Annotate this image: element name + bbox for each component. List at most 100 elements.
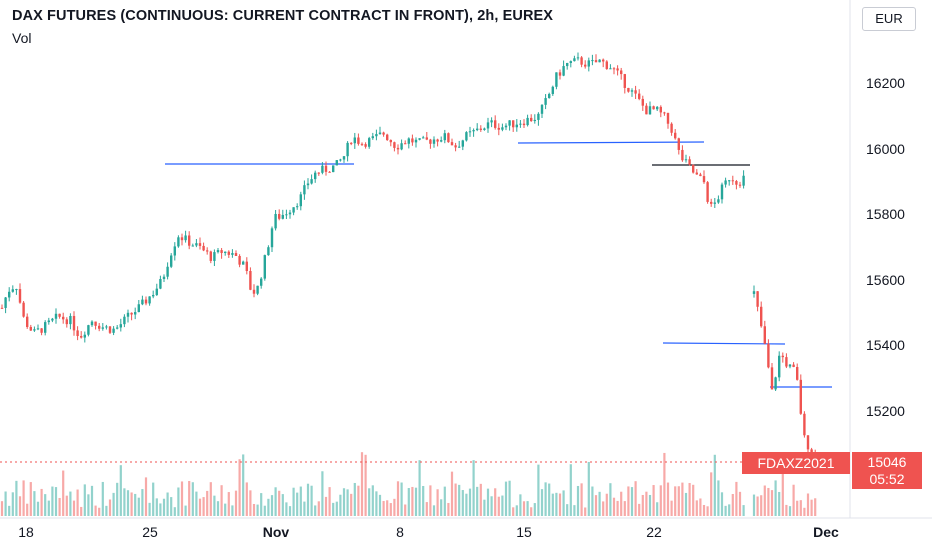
candle-body	[170, 255, 173, 267]
candle-body	[770, 367, 774, 390]
volume-bar	[555, 492, 558, 516]
volume-bar	[112, 492, 115, 516]
volume-bar	[360, 452, 364, 516]
candle-body	[562, 66, 565, 76]
candle-body	[137, 304, 140, 313]
bar-countdown: 05:52	[869, 471, 905, 487]
candle-body	[159, 279, 162, 289]
volume-bar	[29, 482, 32, 516]
candle-body	[695, 172, 698, 175]
candle-body	[76, 330, 79, 337]
candle-body	[26, 316, 29, 327]
volume-bar	[170, 497, 173, 516]
candle-body	[490, 120, 493, 123]
volume-bar	[738, 491, 742, 516]
volume-bar	[278, 490, 281, 516]
candle-body	[188, 235, 191, 246]
candle-body	[346, 142, 349, 157]
volume-bar	[33, 491, 36, 516]
horizontal-drawing-line[interactable]	[517, 141, 705, 144]
volume-bar	[497, 496, 500, 516]
candle-body	[674, 132, 677, 139]
volume-bar	[270, 495, 274, 516]
volume-bar	[422, 485, 425, 516]
candle-body	[15, 289, 18, 291]
volume-bar	[501, 495, 504, 516]
candle-body	[260, 278, 263, 286]
volume-bar	[414, 487, 418, 516]
volume-bar	[724, 505, 727, 516]
volume-bar	[508, 480, 511, 516]
candle-body	[515, 124, 518, 128]
volume-bar	[681, 482, 684, 516]
volume-bar	[558, 493, 562, 516]
volume-bar	[461, 490, 464, 516]
candle-body	[123, 316, 126, 325]
volume-bar	[184, 505, 187, 516]
volume-bar	[216, 501, 220, 516]
candle-body	[357, 137, 360, 144]
volume-bar	[735, 481, 738, 516]
candle-body	[54, 313, 58, 319]
candle-body	[407, 138, 410, 144]
candle-body	[411, 138, 414, 143]
candle-body	[443, 133, 446, 141]
volume-bar	[713, 454, 716, 516]
candle-body	[429, 139, 432, 144]
candle-body	[11, 289, 14, 292]
volume-bar	[806, 493, 810, 516]
candle-body	[792, 364, 795, 368]
candle-body	[526, 117, 529, 126]
candle-body	[328, 171, 331, 173]
candle-body	[742, 175, 745, 186]
candle-body	[540, 104, 544, 114]
volume-bar	[314, 505, 317, 516]
volume-bar	[638, 503, 641, 516]
volume-bar	[494, 488, 497, 516]
candle-body	[677, 138, 680, 150]
candle-body	[605, 61, 608, 69]
candle-body	[98, 325, 101, 329]
volume-bar	[620, 491, 623, 516]
candle-body	[396, 147, 400, 150]
volume-bar	[767, 487, 770, 516]
last-price-label: 15046 05:52	[852, 452, 922, 489]
volume-bar	[378, 494, 382, 516]
volume-bar	[364, 454, 367, 516]
volume-bar	[126, 490, 130, 516]
volume-bar	[0, 501, 4, 516]
candle-body	[609, 68, 612, 70]
candle-body	[508, 120, 511, 126]
volume-bar	[519, 494, 522, 516]
volume-bar	[65, 495, 68, 516]
volume-bar	[54, 487, 58, 516]
candle-body	[569, 61, 572, 64]
candle-body	[65, 319, 68, 325]
volume-bar	[512, 507, 515, 516]
volume-bar	[36, 501, 40, 516]
currency-badge[interactable]: EUR	[862, 7, 916, 31]
candle-body	[378, 132, 382, 135]
volume-bar	[306, 483, 310, 516]
volume-bar	[623, 501, 626, 516]
volume-bar	[335, 501, 338, 516]
candle-body	[382, 132, 385, 135]
candle-body	[472, 130, 475, 132]
volume-indicator-label[interactable]: Vol	[12, 30, 32, 46]
time-tick-label: Dec	[813, 524, 839, 540]
candle-body	[267, 247, 270, 256]
volume-bar	[706, 506, 709, 516]
candle-body	[166, 266, 169, 277]
candle-body	[519, 123, 522, 125]
candle-body	[58, 313, 61, 317]
volume-bar	[328, 487, 331, 516]
volume-bar	[393, 498, 396, 516]
candle-body	[663, 112, 666, 114]
volume-bar	[702, 504, 706, 516]
volume-bar	[98, 507, 101, 516]
volume-bar	[645, 491, 648, 516]
price-tick-label: 16200	[866, 75, 905, 91]
horizontal-drawing-line[interactable]	[662, 342, 786, 345]
volume-bar	[368, 488, 371, 516]
